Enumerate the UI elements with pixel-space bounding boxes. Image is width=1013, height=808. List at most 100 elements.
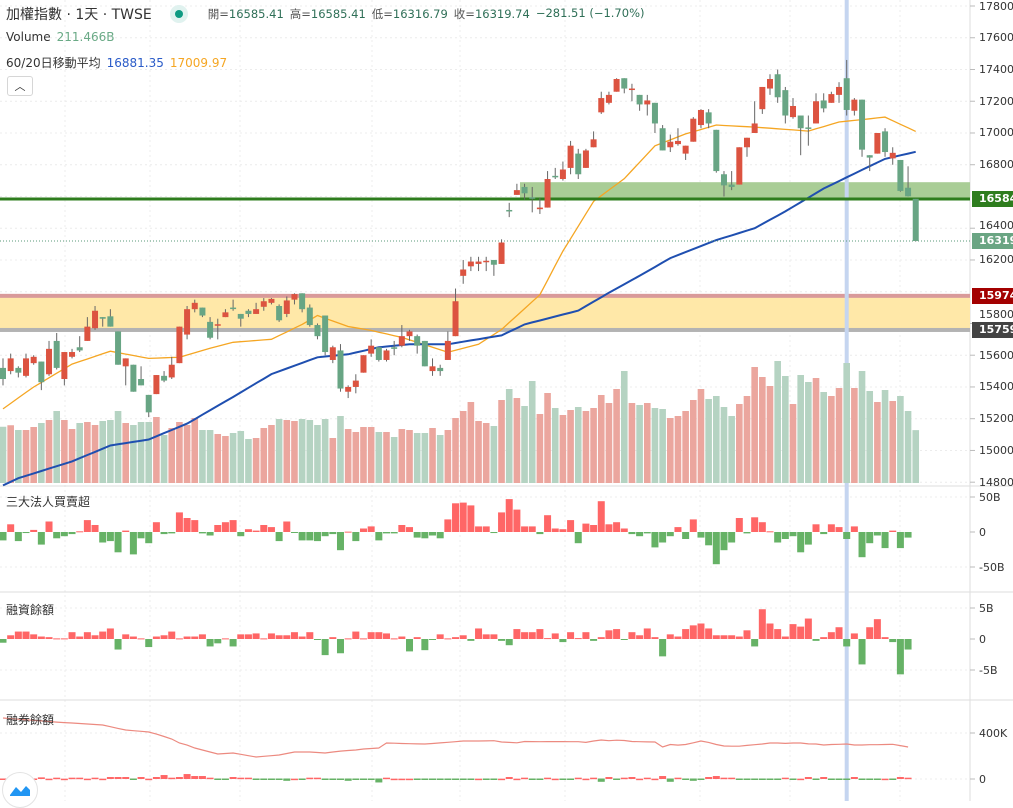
short-balance-line [2,717,909,758]
margin-change-bar [359,638,367,640]
volume-bar [61,420,68,483]
ma-label[interactable]: 60/20日移動平均 [6,56,101,70]
volume-bar [436,435,444,483]
candle-body [84,326,91,341]
short-change-bar [344,778,352,781]
candle-body [851,99,858,111]
short-change-bar [528,778,536,780]
volume-bar [874,402,881,483]
candle-body [628,88,635,91]
short-change-bar [597,778,605,782]
open-value: 16585.41 [228,7,284,21]
candle-body [682,145,689,154]
inst-net-bar [191,520,199,532]
price-level-badge: 15974. [972,287,1013,304]
short-axis-label: 0 [979,772,986,786]
volume-bar [674,416,682,483]
zone-top-line [0,293,970,298]
candle-body [498,242,505,264]
margin-pane-label: 融資餘額 [6,603,55,617]
margin-change-bar [0,639,7,643]
short-change-bar [682,778,690,780]
margin-axis-label: -5B [979,663,998,677]
short-change-bar [114,777,122,779]
tradingview-logo-button[interactable] [2,772,38,808]
margin-change-bar [889,639,897,643]
candle-body [759,86,766,110]
inst-net-bar [53,532,61,539]
inst-net-bar [344,531,352,533]
short-change-bar [413,778,421,780]
candle-body [843,78,850,110]
short-change-bar [628,777,636,779]
collapse-legend-button[interactable]: ︿ [7,76,33,96]
candle-body [92,310,99,329]
candle-body [575,153,582,175]
margin-axis-label: 5B [979,601,994,615]
inst-net-bar [398,525,406,532]
candle-body [897,159,904,191]
symbol-title[interactable]: 加權指數 · 1天 · TWSE [6,7,152,23]
candle-body [889,152,896,159]
short-change-bar [712,776,720,779]
volume-label[interactable]: Volume [6,30,51,44]
inst-net-bar [444,519,452,532]
candle-body [276,306,283,321]
margin-change-bar [137,638,145,640]
short-change-bar [835,778,843,780]
margin-change-bar [567,632,575,639]
volume-bar [383,432,390,483]
margin-change-bar [858,639,866,665]
price-axis-label: 15000.00 [979,443,1013,457]
candle-body [797,115,804,129]
margin-change-bar [827,632,835,639]
margin-change-bar [329,637,337,639]
margin-change-bar [528,632,536,639]
volume-bar [344,429,352,483]
inst-net-bar [275,532,283,542]
inst-net-bar [290,532,298,533]
candle-body [314,325,321,337]
volume-bar [15,430,22,483]
volume-bar [613,389,620,483]
short-change-bar [643,777,651,780]
inst-net-bar [590,525,598,532]
short-change-bar [452,778,460,780]
volume-bar [329,438,337,483]
volume-bar [429,428,436,483]
margin-change-bar [444,638,452,640]
inst-net-bar [429,532,437,536]
candle-body [552,175,559,178]
candle-body [605,94,612,103]
inst-net-bar [873,532,881,536]
price-level-badge: 16584. [972,191,1013,208]
candle-body [782,90,789,116]
inst-net-bar [459,502,467,532]
inst-net-bar [720,532,728,551]
candle-body [283,300,290,314]
volume-bar [782,376,789,483]
inst-net-bar [896,532,904,549]
candle-body [536,207,543,210]
volume-bar [214,434,222,483]
margin-change-bar [513,629,521,639]
candle-body [115,331,122,365]
short-change-bar [290,778,298,781]
short-change-bar [45,778,53,781]
inst-net-bar [482,526,490,532]
volume-bar [321,419,329,483]
high-value: 16585.41 [310,7,366,21]
candle-body [736,147,743,185]
short-change-bar [83,778,91,781]
candle-body [506,209,513,212]
inst-net-bar [505,499,513,532]
candle-body [674,140,681,145]
short-change-bar [567,778,575,780]
volume-bar [651,408,659,483]
inst-net-bar [106,532,114,542]
candle-body [23,358,30,376]
short-change-bar [574,777,582,780]
margin-change-bar [321,639,329,656]
margin-change-bar [674,636,682,639]
